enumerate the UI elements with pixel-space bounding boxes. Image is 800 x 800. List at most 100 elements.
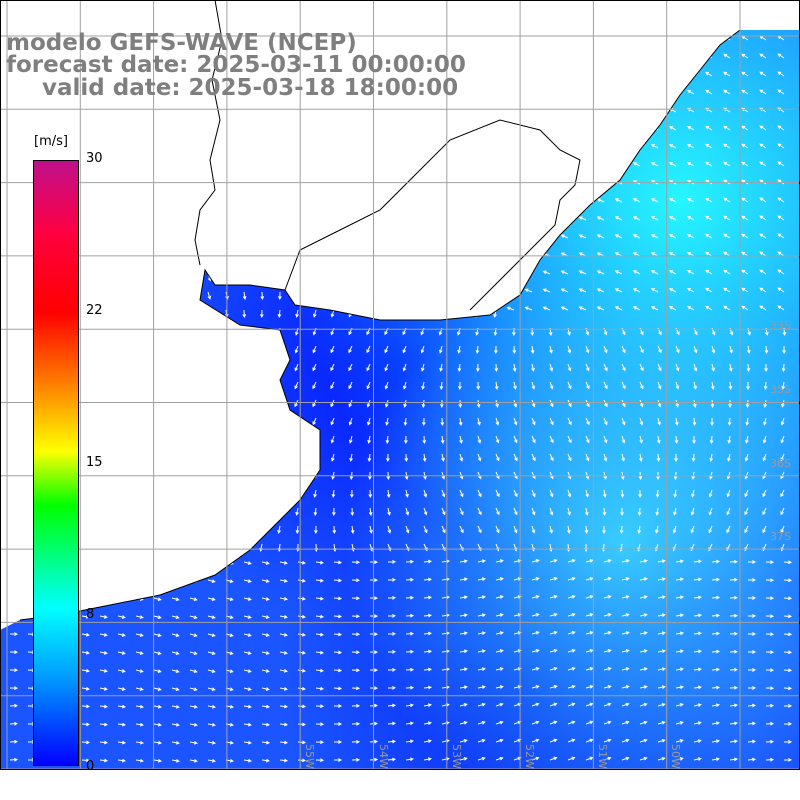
wind-arrow [115, 147, 120, 157]
wind-arrow [153, 255, 158, 264]
wind-arrow [596, 90, 605, 95]
wind-arrow [295, 273, 300, 283]
wind-arrow [777, 251, 785, 257]
wind-arrow [276, 345, 281, 354]
wind-arrow [331, 273, 335, 282]
wind-arrow [675, 595, 684, 600]
wind-arrow [578, 36, 587, 41]
wind-arrow [422, 435, 427, 445]
wind-arrow [348, 417, 353, 426]
wind-arrow [366, 363, 371, 372]
wind-arrow [189, 201, 194, 210]
wind-arrow [777, 305, 785, 311]
wind-arrow [276, 417, 281, 426]
wind-arrow [741, 233, 749, 239]
wind-arrow [332, 525, 337, 535]
wind-arrow [117, 704, 126, 709]
wind-arrow [403, 399, 407, 408]
wind-arrow [495, 471, 500, 480]
wind-arrow [279, 237, 283, 246]
wind-arrow [584, 525, 589, 535]
wind-arrow [258, 381, 263, 390]
wind-arrow [135, 704, 144, 709]
wind-arrow [747, 578, 757, 582]
wind-arrow [27, 435, 32, 444]
wind-arrow [315, 686, 324, 691]
wind-arrow [675, 703, 684, 707]
wind-arrow [405, 721, 414, 726]
wind-arrow [99, 561, 108, 565]
wind-arrow [668, 270, 677, 275]
wind-arrow [705, 143, 713, 149]
wind-arrow [421, 147, 426, 157]
wind-arrow [402, 273, 407, 282]
wind-arrow [134, 147, 138, 157]
wind-arrow [668, 234, 677, 239]
wind-arrow [585, 631, 594, 635]
wind-arrow [116, 183, 121, 193]
wind-arrow [297, 650, 306, 655]
wind-arrow [277, 291, 282, 301]
wind-arrow [477, 613, 486, 617]
wind-arrow [99, 597, 108, 601]
wind-arrow [207, 255, 212, 264]
wind-arrow [243, 129, 248, 138]
wind-arrow [747, 614, 757, 618]
wind-arrow [456, 291, 461, 300]
wind-arrow [693, 685, 702, 690]
wind-arrow [99, 758, 108, 763]
wind-arrow [387, 757, 396, 762]
wind-arrow [459, 739, 468, 743]
wind-arrow [747, 739, 757, 744]
lat-label: 35S [770, 383, 791, 396]
wind-arrow [578, 270, 587, 275]
wind-arrow [439, 399, 444, 409]
wind-arrow [279, 722, 289, 727]
wind-arrow [459, 613, 468, 618]
wind-arrow [258, 435, 263, 444]
wind-arrow [27, 345, 32, 354]
wind-arrow [495, 667, 504, 671]
wind-arrow [542, 144, 551, 149]
wind-arrow [621, 685, 630, 689]
wind-arrow [459, 507, 464, 516]
wind-arrow [296, 237, 301, 246]
wind-arrow [240, 543, 245, 552]
wind-arrow [657, 756, 666, 761]
wind-arrow [27, 399, 32, 408]
wind-arrow [297, 686, 306, 691]
wind-arrow [513, 507, 518, 516]
wind-arrow [258, 489, 263, 498]
wind-arrow [348, 381, 353, 390]
wind-arrow [171, 291, 176, 300]
wind-arrow [258, 453, 263, 462]
wind-arrow [560, 306, 569, 311]
wind-arrow [614, 288, 623, 293]
wind-arrow [261, 669, 270, 673]
wind-arrow [614, 306, 623, 311]
wind-arrow [24, 183, 29, 192]
wind-arrow [420, 345, 425, 354]
wind-arrow [762, 471, 767, 480]
wind-arrow [596, 270, 605, 275]
wind-arrow [777, 89, 785, 95]
wind-arrow [243, 740, 252, 745]
wind-arrow [333, 560, 343, 565]
wind-arrow [367, 435, 371, 444]
wind-arrow [759, 143, 767, 149]
wind-arrow [315, 560, 324, 565]
wind-arrow [621, 381, 626, 390]
wind-arrow [312, 453, 317, 462]
wind-arrow [423, 507, 428, 516]
wind-arrow [603, 559, 612, 563]
wind-arrow [477, 756, 486, 761]
wind-arrow [567, 399, 572, 408]
wind-arrow [279, 651, 288, 655]
wind-arrow [744, 489, 749, 498]
wind-arrow [578, 90, 587, 95]
wind-arrow [656, 453, 661, 463]
wind-arrow [81, 560, 90, 565]
wind-arrow [614, 162, 623, 167]
wind-arrow [477, 435, 482, 444]
wind-arrow [261, 740, 270, 745]
